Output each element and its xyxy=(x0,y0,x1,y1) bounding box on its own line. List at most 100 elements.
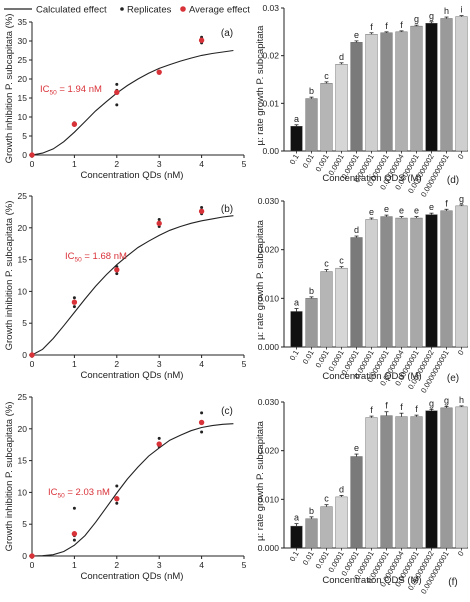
ic50-annotation: IC50 = 2.03 nM xyxy=(48,487,110,500)
bar xyxy=(395,416,408,549)
ic50-value: = 1.94 nM xyxy=(57,84,102,95)
y-tick-label: 0.030 xyxy=(258,397,280,407)
chart-panel-f: 0.000 0.010 0.020 0.030 µ: rate growth P. su… xyxy=(255,395,468,596)
significance-letter: f xyxy=(385,21,388,31)
bar xyxy=(425,410,438,549)
chart-panel-e: 0.000 0.010 0.020 0.030 µ: rate growth P. su… xyxy=(255,194,468,395)
significance-letter: f xyxy=(370,405,373,415)
average-point xyxy=(114,89,120,96)
fitted-curve xyxy=(31,215,234,356)
significance-letter: c xyxy=(324,494,329,504)
ic50-value: = 2.03 nM xyxy=(65,487,110,498)
x-tick-label: 0 xyxy=(30,159,35,169)
x-tick-label: 2 xyxy=(114,560,119,570)
panel-label: (e) xyxy=(447,373,459,384)
bar xyxy=(320,83,333,152)
y-tick-label: 0.010 xyxy=(258,293,280,303)
bar xyxy=(380,415,393,549)
bar xyxy=(350,42,363,152)
average-point xyxy=(156,220,162,227)
x-axis-title: Concentration QDS (M) xyxy=(322,173,421,184)
ic50-main: IC xyxy=(65,251,75,262)
replicate-point xyxy=(200,205,204,209)
y-axis-title: Growth inhibition P. subcapitata (%) xyxy=(4,402,15,552)
y-tick-label: 25 xyxy=(18,191,28,201)
significance-letter: c xyxy=(324,71,329,81)
panel-label: (c) xyxy=(221,406,233,417)
x-tick-label: 3 xyxy=(157,560,162,570)
average-point xyxy=(114,496,120,502)
x-tick-label: 2 xyxy=(114,359,119,369)
bar xyxy=(290,311,303,348)
x-tick-label: 0.1 xyxy=(288,153,301,167)
bar xyxy=(440,407,453,549)
x-tick-label: 0.1 xyxy=(288,550,301,564)
average-point xyxy=(198,208,205,214)
x-tick-label: 0 xyxy=(30,560,35,570)
average-point xyxy=(29,553,35,559)
bar xyxy=(305,98,318,152)
bar xyxy=(440,18,453,152)
ic50-main: IC xyxy=(48,487,58,498)
bar xyxy=(305,518,318,549)
bar xyxy=(440,210,453,348)
legend-replicates-label: Replicates xyxy=(127,5,172,16)
average-point xyxy=(198,419,205,426)
replicate-point xyxy=(115,484,119,488)
y-tick-label: 15 xyxy=(18,93,28,103)
average-point xyxy=(29,152,35,158)
y-axis-title: µ: rate growth P. subcapitata xyxy=(255,25,266,146)
significance-letter: f xyxy=(400,20,403,30)
y-tick-label: 0 xyxy=(22,551,27,561)
significance-letter: c xyxy=(339,256,344,266)
x-tick-label: 1 xyxy=(72,560,77,570)
bar xyxy=(320,506,333,549)
significance-letter: f xyxy=(370,22,373,32)
significance-letter: e xyxy=(414,206,419,216)
chart-panel-d: 0.00 0.01 0.02 0.03 µ: rate growth P. subcap… xyxy=(255,3,468,199)
significance-letter: g xyxy=(429,398,434,408)
significance-letter: g xyxy=(429,11,434,21)
significance-letter: e xyxy=(384,204,389,214)
significance-letter: b xyxy=(309,86,314,96)
y-tick-label: 0.000 xyxy=(258,543,280,553)
bar xyxy=(425,23,438,152)
bar xyxy=(395,31,408,152)
significance-letter: a xyxy=(294,114,299,124)
replicate-point xyxy=(200,411,204,415)
y-tick-label: 0 xyxy=(22,350,27,360)
panel-label: (a) xyxy=(221,28,233,39)
ic50-annotation: IC50 = 1.68 nM xyxy=(65,251,127,264)
replicate-point xyxy=(72,296,76,300)
ic50-subscript: 50 xyxy=(50,90,58,97)
significance-letter: f xyxy=(415,404,418,414)
x-tick-label: 4 xyxy=(199,359,204,369)
bar xyxy=(335,267,348,348)
x-tick-label: 0 xyxy=(456,550,466,558)
y-tick-label: 10 xyxy=(18,112,28,122)
bar xyxy=(290,126,303,152)
y-axis-title: µ: rate growth P. subcapitata xyxy=(255,219,266,340)
significance-letter: h xyxy=(444,6,449,16)
y-axis-title: Growth inhibition P. subcapitata (%) xyxy=(4,14,15,164)
x-tick-label: 1 xyxy=(72,159,77,169)
significance-letter: a xyxy=(294,298,299,308)
y-axis-title: Growth inhibition P. subcapitata (%) xyxy=(4,201,15,351)
significance-letter: e xyxy=(429,202,434,212)
average-point xyxy=(71,531,78,537)
average-point xyxy=(114,267,120,273)
panel-label: (f) xyxy=(448,577,457,588)
significance-letter: d xyxy=(339,484,344,494)
y-tick-label: 0.03 xyxy=(262,3,279,13)
y-tick-label: 0.000 xyxy=(258,342,280,352)
bar xyxy=(455,16,468,152)
x-tick-label: 4 xyxy=(199,560,204,570)
y-tick-label: 0.010 xyxy=(258,494,280,504)
significance-letter: d xyxy=(339,52,344,62)
x-tick-label: 3 xyxy=(157,359,162,369)
y-tick-label: 30 xyxy=(18,36,28,46)
x-tick-label: 2 xyxy=(114,159,119,169)
bar xyxy=(305,298,318,348)
